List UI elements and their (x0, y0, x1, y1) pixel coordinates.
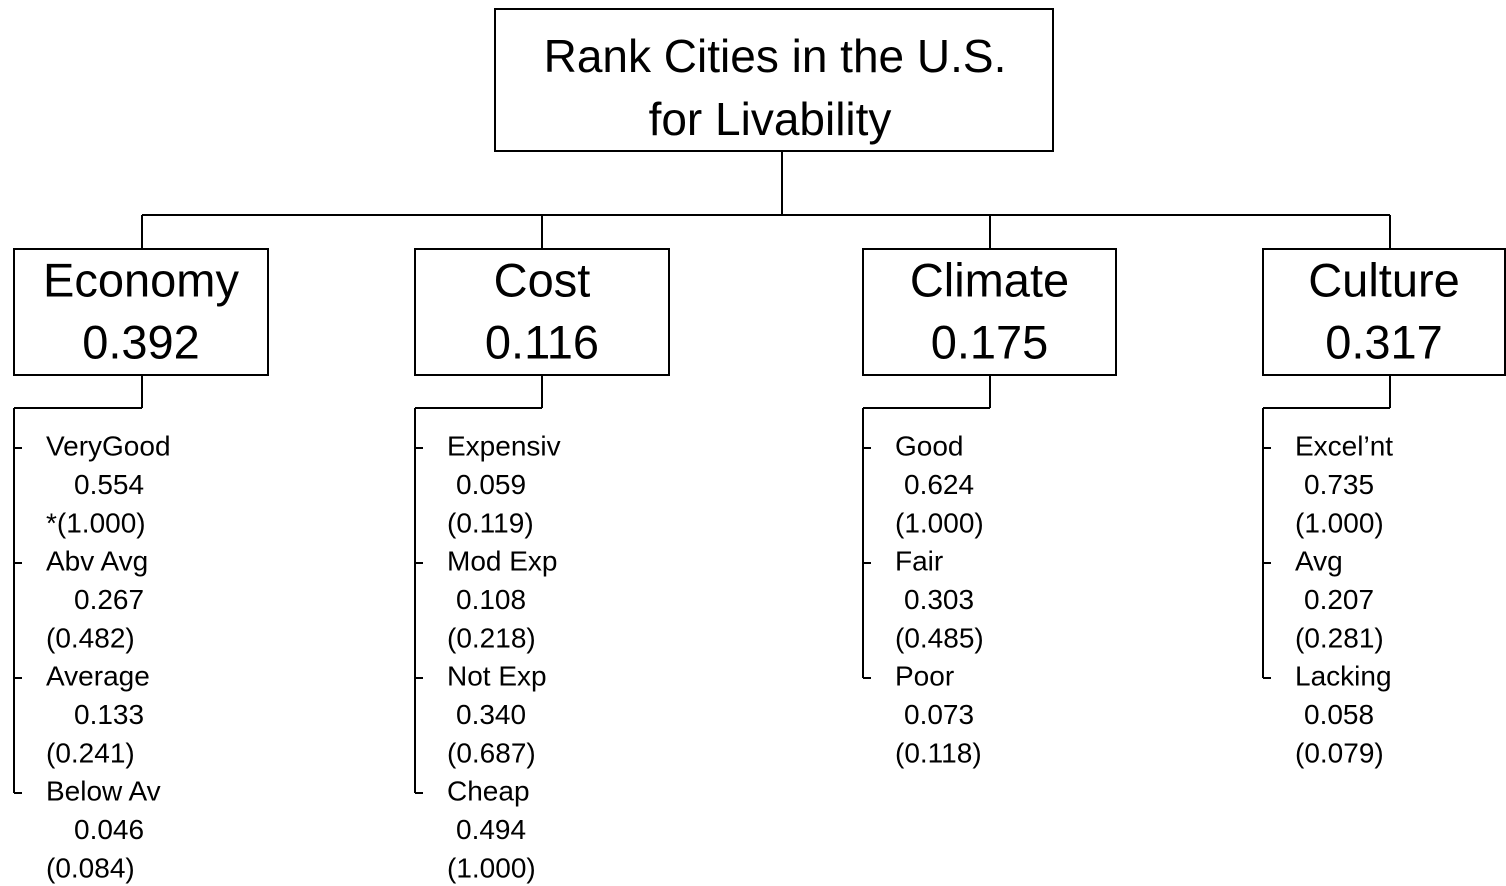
criterion-name: Climate (910, 253, 1069, 306)
rating-name: Below Av (46, 775, 161, 806)
goal-title: for Livability (649, 93, 892, 145)
rating-name: Poor (895, 660, 954, 691)
rating-weight: 0.554 (74, 469, 144, 500)
rating-name: Not Exp (447, 660, 547, 691)
rating-weight: 0.494 (456, 814, 526, 845)
rating-weight: 0.059 (456, 469, 526, 500)
rating-name: Mod Exp (447, 545, 558, 576)
rating-weight: 0.624 (904, 469, 974, 500)
criterion-box (1262, 248, 1506, 376)
criterion-name: Cost (494, 253, 591, 306)
rating-name: Lacking (1295, 660, 1392, 691)
rating-weight: 0.046 (74, 814, 144, 845)
criterion-weight: 0.175 (931, 315, 1049, 368)
criterion-weight: 0.392 (82, 315, 200, 368)
rating-ideal: (0.119) (447, 507, 534, 538)
criterion-weight: 0.317 (1325, 315, 1443, 368)
rating-weight: 0.735 (1304, 469, 1374, 500)
rating-name: Excel’nt (1295, 430, 1393, 461)
rating-ideal: (0.241) (46, 737, 135, 768)
rating-weight: 0.207 (1304, 584, 1374, 615)
goal-title: Rank Cities in the U.S. (544, 30, 1007, 82)
rating-weight: 0.108 (456, 584, 526, 615)
rating-name: Cheap (447, 775, 530, 806)
criterion-weight: 0.116 (485, 315, 599, 368)
rating-ideal: (0.084) (46, 852, 135, 883)
rating-ideal: (0.482) (46, 622, 135, 653)
criterion-name: Economy (43, 253, 239, 306)
rating-ideal: (1.000) (1295, 507, 1384, 538)
rating-weight: 0.340 (456, 699, 526, 730)
rating-ideal: (1.000) (895, 507, 984, 538)
rating-ideal: (0.079) (1295, 737, 1384, 768)
rating-ideal: (0.281) (1295, 622, 1384, 653)
rating-ideal: (0.687) (447, 737, 536, 768)
rating-ideal: (0.218) (447, 622, 536, 653)
rating-ideal: (1.000) (447, 852, 536, 883)
rating-weight: 0.133 (74, 699, 144, 730)
rating-name: Abv Avg (46, 545, 148, 576)
rating-ideal: (0.118) (895, 737, 982, 768)
rating-name: Expensiv (447, 430, 561, 461)
rating-ideal: (0.485) (895, 622, 984, 653)
rating-weight: 0.058 (1304, 699, 1374, 730)
rating-name: Fair (895, 545, 943, 576)
rating-weight: 0.303 (904, 584, 974, 615)
rating-name: Average (46, 660, 150, 691)
rating-name: Good (895, 430, 964, 461)
rating-name: Avg (1295, 545, 1343, 576)
rating-ideal: *(1.000) (46, 507, 146, 538)
goal-box (494, 8, 1054, 152)
rating-weight: 0.267 (74, 584, 144, 615)
criterion-name: Culture (1308, 253, 1460, 306)
rating-weight: 0.073 (904, 699, 974, 730)
rating-name: VeryGood (46, 430, 171, 461)
